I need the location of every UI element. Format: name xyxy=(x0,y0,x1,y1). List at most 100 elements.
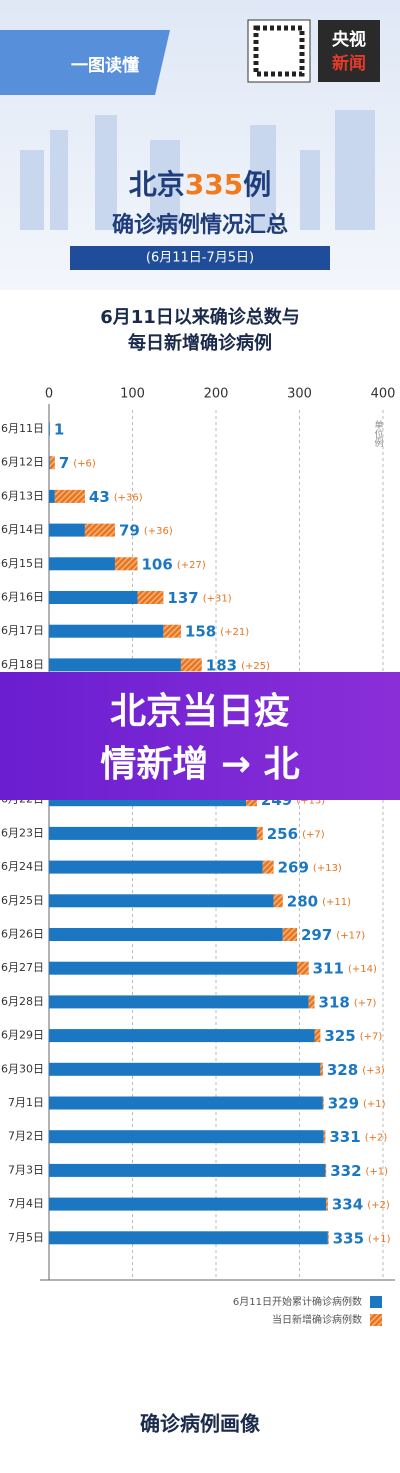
period: (6月11日-7月5日) xyxy=(146,251,254,266)
total-label: 335 xyxy=(333,1229,364,1247)
y-tick-label: 6月25日 xyxy=(1,894,44,907)
skyline xyxy=(20,110,375,230)
y-tick-label: 6月26日 xyxy=(1,928,44,941)
x-tick-label: 100 xyxy=(120,387,145,402)
bar-segment xyxy=(49,1130,324,1144)
bar-segment xyxy=(84,523,115,537)
y-tick-label: 6月27日 xyxy=(1,961,44,974)
banner-line: 北京当日疫 xyxy=(110,690,290,732)
chart: 0 100 200 300 400 6月11日 1 6月12日 7 (+6) 6月13日 43 (+36… xyxy=(1,387,395,1326)
bar-segment xyxy=(49,591,138,604)
bar-segment xyxy=(282,928,297,941)
bar-segment xyxy=(49,826,257,840)
value-label: (+1) xyxy=(366,1166,389,1177)
bar-segment xyxy=(163,624,181,638)
brand-bg xyxy=(318,20,380,82)
total-label: 106 xyxy=(142,555,173,573)
bar-segment xyxy=(49,1029,315,1043)
qr-pattern xyxy=(253,25,305,77)
y-tick-label: 6月17日 xyxy=(1,624,44,637)
total-label: 256 xyxy=(267,825,298,843)
bar-segment xyxy=(262,860,274,874)
bar-segment xyxy=(49,995,309,1009)
subtitle: 确诊病例情况汇总 xyxy=(112,212,288,238)
value-label: (+21) xyxy=(220,627,249,638)
x-tick-label: 300 xyxy=(287,387,312,402)
y-tick-label: 6月16日 xyxy=(1,591,44,604)
bar-segment xyxy=(49,456,55,470)
value-label: (+36) xyxy=(144,526,173,537)
y-tick-label: 6月24日 xyxy=(1,860,44,873)
banner-line: 情新增 → 北 xyxy=(100,744,299,785)
legend-label: 当日新增确诊病例数 xyxy=(272,1313,362,1326)
total-label: 79 xyxy=(119,522,140,540)
value-label: (+27) xyxy=(177,560,206,571)
banner xyxy=(0,672,400,800)
title-b: 例 xyxy=(243,168,271,201)
value-label: (+2) xyxy=(367,1200,390,1211)
bar-segment xyxy=(325,1163,327,1177)
bar-segment xyxy=(49,658,181,672)
legend-swatch xyxy=(370,1314,382,1326)
total-label: 329 xyxy=(328,1095,359,1113)
bar-segment xyxy=(49,1096,323,1110)
total-label: 325 xyxy=(324,1027,355,1045)
y-tick-label: 6月14日 xyxy=(1,523,44,536)
value-label: (+13) xyxy=(313,863,342,874)
value-label: (+7) xyxy=(360,1032,383,1043)
value-label: (+11) xyxy=(322,897,351,908)
total-label: 158 xyxy=(185,623,216,641)
y-tick-label: 6月12日 xyxy=(1,456,44,469)
brand-top: 央视 xyxy=(332,29,366,50)
bar-segment xyxy=(320,1062,323,1076)
bar-segment xyxy=(49,1197,327,1211)
value-label: (+25) xyxy=(241,661,270,672)
bar-segment xyxy=(327,1231,329,1245)
total-label: 328 xyxy=(327,1061,358,1079)
y-tick-label: 6月13日 xyxy=(1,489,44,502)
value-label: (+1) xyxy=(368,1234,391,1245)
value-label: (+7) xyxy=(302,829,325,840)
y-tick-label: 6月18日 xyxy=(1,658,44,671)
value-label: (+13) xyxy=(296,796,325,807)
tag: 一图读懂 xyxy=(71,55,139,76)
y-tick-label: 7月4日 xyxy=(8,1197,44,1210)
value-label: (+3) xyxy=(362,1065,385,1076)
value-label: (+2) xyxy=(365,1133,388,1144)
value-label: (+17) xyxy=(336,931,365,942)
total-label: 334 xyxy=(332,1196,363,1214)
y-tick-label: 6月23日 xyxy=(1,826,44,839)
bar-segment xyxy=(49,557,115,571)
bar-segment xyxy=(49,489,55,503)
x-tick-label: 200 xyxy=(204,387,229,402)
main-title: 北京335例 xyxy=(129,168,271,201)
total-label: 332 xyxy=(330,1162,361,1180)
bar-segment xyxy=(49,928,283,941)
bar-segment xyxy=(273,894,283,908)
bar-segment xyxy=(49,1231,328,1245)
bar-segment xyxy=(49,894,274,908)
footer-title: 确诊病例画像 xyxy=(140,1412,261,1436)
brand-bottom: 新闻 xyxy=(332,53,366,74)
body-bg xyxy=(0,290,400,1473)
value-label: (+1) xyxy=(363,1099,386,1110)
bar-segment xyxy=(314,1029,321,1043)
bar-segment xyxy=(308,995,315,1009)
value-label: (+6) xyxy=(73,459,96,470)
bar-segment xyxy=(49,1163,326,1177)
total-label: 318 xyxy=(319,993,350,1011)
title-a: 北京 xyxy=(129,168,185,201)
bar-segment xyxy=(323,1130,326,1144)
total-label: 43 xyxy=(89,488,110,506)
y-tick-label: 6月30日 xyxy=(1,1062,44,1075)
y-tick-label: 6月11日 xyxy=(1,422,44,435)
bar-segment xyxy=(326,1197,328,1211)
total-label: 7 xyxy=(59,454,69,472)
y-tick-label: 6月15日 xyxy=(1,557,44,570)
unit: 单位例 xyxy=(373,419,384,448)
tag-bg xyxy=(0,30,170,95)
total-label: 137 xyxy=(167,589,198,607)
total-label: 269 xyxy=(278,859,309,877)
bar-segment xyxy=(49,624,164,638)
